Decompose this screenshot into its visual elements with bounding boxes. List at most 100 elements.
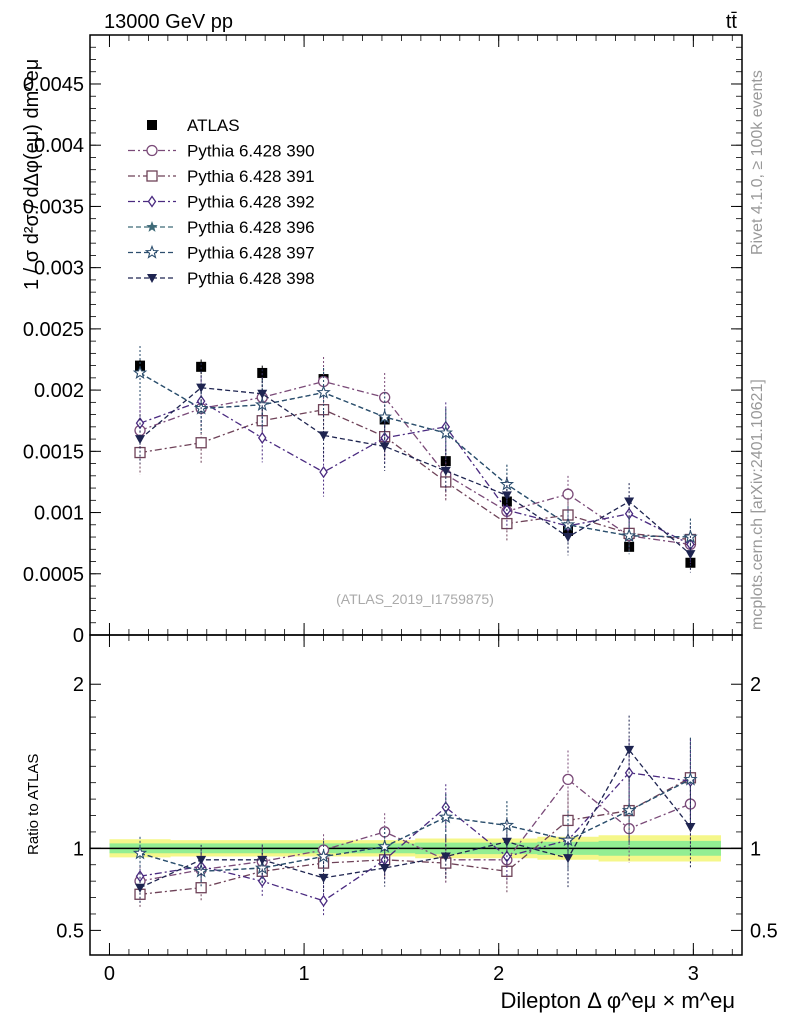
ratio-point <box>438 809 453 824</box>
data-point <box>621 528 637 542</box>
ratio-y-right-label: 1 <box>750 838 761 860</box>
ratio-y-tick-label: 2 <box>73 674 84 696</box>
ratio-series-pythia-6-428-397 <box>132 737 698 887</box>
legend-entry: Pythia 6.428 392 <box>128 193 315 212</box>
header-right: tt̄ <box>726 11 738 33</box>
series-pythia-6-428-398 <box>135 363 696 573</box>
legend-marker <box>147 195 157 208</box>
legend-entry: Pythia 6.428 390 <box>128 142 315 161</box>
data-point <box>316 385 331 399</box>
ratio-point <box>254 860 270 875</box>
ratio-point <box>379 864 390 874</box>
legend-entry: Pythia 6.428 398 <box>128 269 315 288</box>
data-point <box>379 442 390 452</box>
ratio-line <box>139 778 691 882</box>
series-pythia-6-428-397 <box>132 346 698 556</box>
ratio-panel-series <box>132 715 698 917</box>
side-label-top: Rivet 4.1.0, ≥ 100k events <box>749 70 766 255</box>
data-point <box>562 488 574 500</box>
series-line <box>139 409 691 541</box>
legend-label: Pythia 6.428 391 <box>187 167 315 186</box>
ratio-panel-frame <box>89 634 743 956</box>
ratio-uncertainty-bands <box>90 835 742 862</box>
ratio-point <box>132 845 148 860</box>
ratio-point <box>316 848 331 863</box>
data-point <box>196 361 207 372</box>
ratio-y-right-label: 0.5 <box>750 920 778 942</box>
data-point <box>563 533 574 543</box>
header-left: 13000 GeV pp <box>104 11 233 33</box>
legend-marker <box>144 244 160 259</box>
data-point <box>135 435 146 445</box>
main-y-tick-label: 0.0015 <box>23 441 84 463</box>
series-line <box>139 400 691 545</box>
legend-entry: Pythia 6.428 391 <box>128 167 315 186</box>
x-tick-label: 0 <box>104 963 115 985</box>
legend-entry: Pythia 6.428 397 <box>128 244 315 263</box>
ratio-point <box>621 803 637 817</box>
series-pythia-6-428-391 <box>134 387 697 557</box>
series-line <box>139 372 691 538</box>
data-point <box>196 383 207 393</box>
ratio-point <box>563 854 574 864</box>
legend: ATLAS Pythia 6.428 390 Pythia 6.428 391 Pyt… <box>128 116 315 288</box>
legend-label: Pythia 6.428 392 <box>187 193 315 212</box>
ratio-line <box>139 772 691 902</box>
legend-marker <box>147 274 157 283</box>
data-point <box>132 365 148 380</box>
ratio-series-pythia-6-428-396 <box>134 737 697 887</box>
data-point <box>624 507 634 520</box>
ratio-line <box>139 777 691 895</box>
main-y-tick-label: 0 <box>73 625 84 647</box>
data-point <box>440 466 451 476</box>
data-point <box>624 497 635 507</box>
legend-marker <box>146 170 158 182</box>
watermark: (ATLAS_2019_I1759875) <box>336 591 494 607</box>
data-point <box>377 409 392 424</box>
data-point <box>501 491 512 501</box>
data-point <box>257 431 267 444</box>
main-y-tick-label: 0.002 <box>34 380 84 402</box>
main-y-tick-label: 0.0045 <box>23 74 84 96</box>
series-line <box>139 372 691 538</box>
ratio-point <box>319 894 328 907</box>
ratio-point <box>195 882 207 894</box>
legend-marker <box>146 221 158 232</box>
side-label-bottom: mcplots.cern.ch [arXiv:2401.10621] <box>749 379 766 630</box>
ratio-point <box>440 852 451 862</box>
ratio-y-axis-label: Ratio to ATLAS <box>25 754 42 855</box>
data-point <box>685 550 696 560</box>
ratio-series-pythia-6-428-390 <box>134 750 697 897</box>
main-panel-series <box>132 346 698 573</box>
legend-entry: ATLAS <box>147 116 240 135</box>
ratio-point <box>257 855 268 865</box>
data-point <box>438 425 453 440</box>
legend-label: Pythia 6.428 396 <box>187 218 315 237</box>
main-y-tick-label: 0.001 <box>34 503 84 525</box>
x-tick-label: 3 <box>688 963 699 985</box>
main-y-tick-label: 0.0005 <box>23 564 84 586</box>
ratio-series-pythia-6-428-391 <box>134 738 697 908</box>
main-y-tick-label: 0.0035 <box>23 196 84 218</box>
ratio-series-pythia-6-428-398 <box>135 715 696 903</box>
legend-label: Pythia 6.428 397 <box>187 244 315 263</box>
series-pythia-6-428-392 <box>135 376 695 563</box>
main-y-tick-label: 0.003 <box>34 258 84 280</box>
legend-label: Pythia 6.428 390 <box>187 142 315 161</box>
ratio-point <box>624 745 635 755</box>
ratio-point <box>196 855 207 865</box>
main-y-tick-label: 0.0025 <box>23 319 84 341</box>
data-point <box>501 517 513 530</box>
x-axis-label: Dilepton Δ φ^eμ × m^eμ <box>500 988 735 1013</box>
main-y-axis-label: 1 / σ d²σ / dΔφ(eμ) dm^eμ <box>21 59 43 290</box>
data-point <box>319 466 328 479</box>
ratio-series-pythia-6-428-392 <box>135 738 695 917</box>
ratio-point <box>501 837 512 847</box>
ratio-point <box>318 873 329 883</box>
ratio-y-tick-label: 0.5 <box>56 920 84 942</box>
series-pythia-6-428-396 <box>134 346 697 556</box>
legend-label: Pythia 6.428 398 <box>187 269 315 288</box>
ratio-point <box>685 823 696 832</box>
ratio-point <box>683 771 698 786</box>
